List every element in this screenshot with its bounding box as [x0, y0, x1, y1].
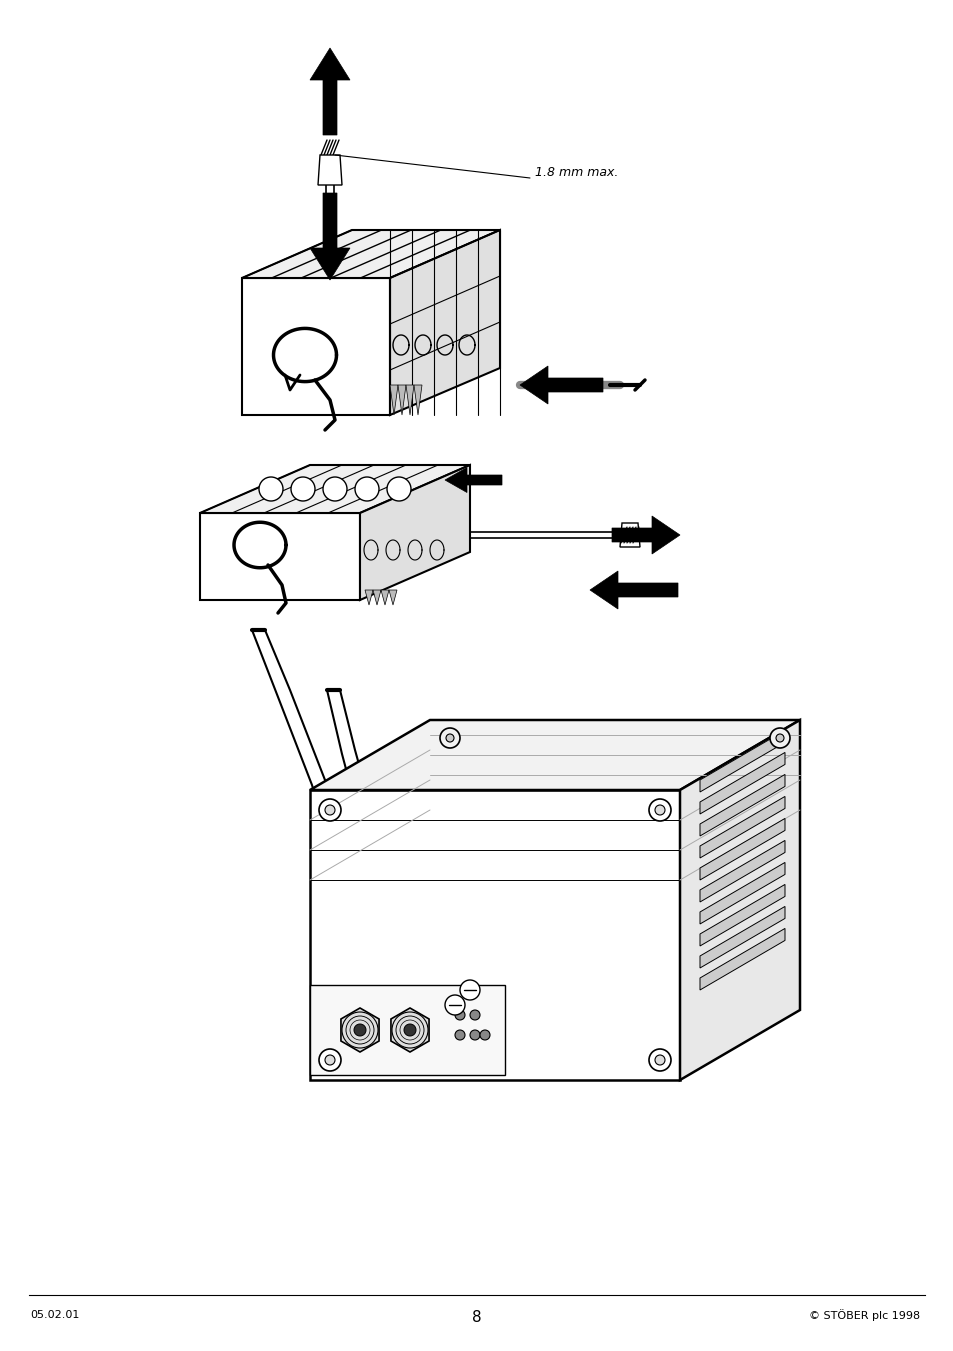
- Circle shape: [291, 477, 314, 501]
- Polygon shape: [700, 731, 784, 792]
- Polygon shape: [406, 385, 414, 415]
- Circle shape: [355, 477, 378, 501]
- Polygon shape: [359, 465, 470, 600]
- Circle shape: [318, 798, 340, 821]
- Circle shape: [769, 728, 789, 748]
- Polygon shape: [390, 385, 397, 415]
- Circle shape: [318, 1048, 340, 1071]
- Circle shape: [258, 477, 283, 501]
- Polygon shape: [380, 590, 389, 605]
- Polygon shape: [389, 590, 396, 605]
- Circle shape: [648, 1048, 670, 1071]
- Text: © STÖBER plc 1998: © STÖBER plc 1998: [808, 1309, 919, 1321]
- Circle shape: [655, 805, 664, 815]
- Text: 1.8 mm max.: 1.8 mm max.: [535, 166, 618, 180]
- Polygon shape: [700, 862, 784, 924]
- Polygon shape: [310, 49, 350, 135]
- Polygon shape: [519, 366, 602, 404]
- Polygon shape: [700, 753, 784, 815]
- Circle shape: [439, 728, 459, 748]
- Polygon shape: [700, 840, 784, 902]
- Circle shape: [655, 1055, 664, 1065]
- Polygon shape: [414, 385, 421, 415]
- Circle shape: [403, 1024, 416, 1036]
- Circle shape: [459, 979, 479, 1000]
- Circle shape: [325, 1055, 335, 1065]
- Circle shape: [455, 1011, 464, 1020]
- Polygon shape: [700, 885, 784, 946]
- Circle shape: [323, 477, 347, 501]
- Polygon shape: [200, 465, 470, 513]
- Circle shape: [455, 1029, 464, 1040]
- Polygon shape: [397, 385, 406, 415]
- Polygon shape: [390, 230, 499, 415]
- Circle shape: [325, 805, 335, 815]
- Polygon shape: [242, 230, 499, 278]
- Polygon shape: [679, 720, 800, 1079]
- Polygon shape: [700, 797, 784, 858]
- Circle shape: [387, 477, 411, 501]
- Circle shape: [444, 994, 464, 1015]
- Polygon shape: [612, 516, 679, 554]
- Polygon shape: [310, 985, 504, 1075]
- Polygon shape: [700, 928, 784, 990]
- Polygon shape: [700, 907, 784, 969]
- Polygon shape: [317, 155, 341, 185]
- Polygon shape: [310, 193, 350, 280]
- Circle shape: [470, 1011, 479, 1020]
- Polygon shape: [340, 1008, 378, 1052]
- Polygon shape: [200, 513, 359, 600]
- Polygon shape: [444, 467, 501, 493]
- Polygon shape: [310, 790, 679, 1079]
- Text: 05.02.01: 05.02.01: [30, 1310, 79, 1320]
- Circle shape: [648, 798, 670, 821]
- Polygon shape: [373, 590, 380, 605]
- Polygon shape: [700, 819, 784, 880]
- Polygon shape: [619, 523, 639, 547]
- Circle shape: [479, 1029, 490, 1040]
- Circle shape: [470, 1029, 479, 1040]
- Circle shape: [446, 734, 454, 742]
- Circle shape: [775, 734, 783, 742]
- Polygon shape: [391, 1008, 429, 1052]
- Polygon shape: [310, 720, 800, 790]
- Polygon shape: [700, 774, 784, 836]
- Polygon shape: [589, 571, 678, 609]
- Circle shape: [354, 1024, 366, 1036]
- Polygon shape: [242, 278, 390, 415]
- Text: 8: 8: [472, 1309, 481, 1324]
- Polygon shape: [365, 590, 373, 605]
